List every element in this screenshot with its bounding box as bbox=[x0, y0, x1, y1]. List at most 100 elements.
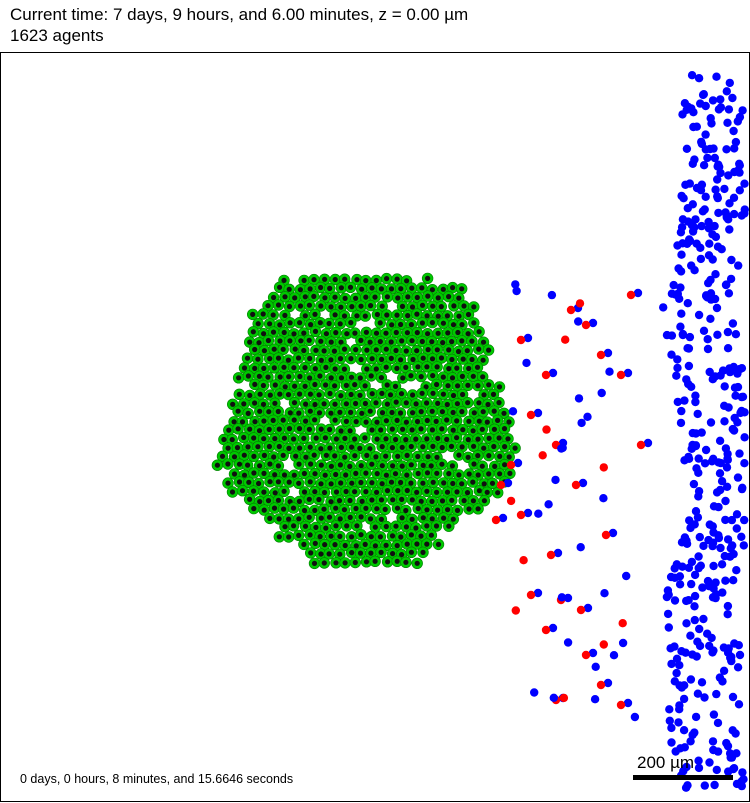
tumor-cell bbox=[269, 379, 281, 391]
tumor-cell-nucleus bbox=[247, 496, 253, 502]
tumor-cell bbox=[293, 529, 305, 542]
immune-cell-blue bbox=[738, 106, 747, 115]
tumor-cell-nucleus bbox=[456, 452, 462, 458]
tumor-cell-nucleus bbox=[410, 356, 416, 363]
tumor-cell bbox=[278, 485, 290, 497]
immune-cell-blue bbox=[707, 457, 717, 466]
tumor-cell-nucleus bbox=[492, 463, 498, 469]
tumor-cell-nucleus bbox=[435, 400, 441, 406]
tumor-cell-nucleus bbox=[459, 409, 465, 415]
tumor-cell-nucleus bbox=[229, 489, 236, 495]
immune-cell-blue bbox=[673, 355, 682, 364]
tumor-cell-nucleus bbox=[372, 558, 378, 564]
tumor-cell-nucleus bbox=[306, 337, 312, 343]
tumor-cell-nucleus bbox=[404, 330, 410, 336]
immune-cell-blue bbox=[715, 673, 725, 682]
tumor-cell-nucleus bbox=[420, 444, 426, 450]
immune-cell-blue bbox=[740, 433, 749, 442]
tumor-cell-nucleus bbox=[486, 382, 492, 388]
immune-cell-blue bbox=[669, 280, 678, 290]
tumor-cell bbox=[369, 521, 381, 533]
tumor-cell-nucleus bbox=[389, 322, 395, 328]
tumor-cell-nucleus bbox=[358, 337, 364, 343]
tumor-cell-nucleus bbox=[333, 489, 340, 495]
tumor-cell bbox=[247, 308, 259, 321]
tumor-cell-nucleus bbox=[316, 496, 322, 503]
tumor-cell-nucleus bbox=[275, 302, 282, 308]
tumor-cell bbox=[287, 433, 300, 445]
tumor-cell-nucleus bbox=[363, 489, 369, 495]
tumor-cell bbox=[283, 371, 295, 383]
immune-cell-blue bbox=[730, 383, 740, 392]
tumor-cell-nucleus bbox=[409, 516, 415, 522]
tumor-cell-nucleus bbox=[409, 304, 416, 310]
immune-cell-red bbox=[581, 650, 591, 660]
tumor-cell-nucleus bbox=[333, 436, 339, 442]
tumor-cell bbox=[416, 335, 428, 348]
tumor-cell bbox=[412, 450, 424, 463]
tumor-cell-nucleus bbox=[420, 549, 426, 555]
tumor-cell-nucleus bbox=[379, 444, 385, 450]
immune-cell-blue bbox=[662, 330, 672, 340]
immune-cell-blue bbox=[694, 492, 703, 501]
tumor-cell bbox=[390, 396, 402, 408]
tumor-cell-nucleus bbox=[455, 329, 461, 336]
tumor-cell-nucleus bbox=[333, 523, 339, 529]
immune-cell-blue bbox=[684, 454, 694, 463]
tumor-cell-nucleus bbox=[419, 302, 426, 308]
tumor-cell bbox=[471, 361, 484, 373]
tumor-cell-nucleus bbox=[424, 400, 430, 406]
immune-cell-blue bbox=[553, 548, 563, 558]
tumor-cell-nucleus bbox=[438, 304, 444, 310]
tumor-cell bbox=[360, 502, 372, 514]
tumor-cell bbox=[341, 328, 353, 340]
tumor-cell-nucleus bbox=[435, 330, 441, 336]
immune-cell bbox=[559, 693, 569, 703]
tumor-cell bbox=[344, 281, 357, 294]
tumor-cell-nucleus bbox=[332, 417, 338, 423]
tumor-cell-nucleus bbox=[393, 329, 399, 336]
tumor-cell bbox=[349, 378, 361, 391]
tumor-cell bbox=[427, 476, 439, 488]
tumor-cell bbox=[380, 415, 393, 427]
immune-cell-blue bbox=[722, 280, 731, 289]
tumor-cell bbox=[328, 345, 341, 357]
tumor-cell-nucleus bbox=[454, 365, 460, 371]
tumor-cell-nucleus bbox=[338, 339, 344, 345]
tumor-cell-nucleus bbox=[275, 408, 281, 415]
tumor-cell-nucleus bbox=[338, 480, 344, 486]
immune-cell-blue bbox=[729, 209, 739, 219]
tumor-cell-nucleus bbox=[450, 392, 457, 399]
tumor-cell-nucleus bbox=[333, 330, 339, 336]
tumor-cell-nucleus bbox=[302, 383, 308, 389]
tumor-cell bbox=[356, 407, 368, 419]
immune-cell-blue bbox=[608, 528, 618, 538]
tumor-cell-nucleus bbox=[450, 427, 456, 433]
immune-cell-blue bbox=[678, 330, 688, 340]
tumor-cell-nucleus bbox=[285, 392, 292, 398]
tumor-cell-nucleus bbox=[338, 393, 344, 399]
tumor-cell bbox=[340, 485, 352, 498]
tumor-cell bbox=[299, 380, 311, 392]
tumor-cell-nucleus bbox=[496, 384, 503, 390]
tumor-cell-nucleus bbox=[449, 463, 455, 469]
tumor-cell-nucleus bbox=[296, 498, 302, 504]
tumor-cell bbox=[298, 538, 310, 551]
tumor-cell-nucleus bbox=[257, 391, 263, 397]
tumor-cell-nucleus bbox=[409, 285, 415, 291]
tumor-cell-nucleus bbox=[285, 357, 291, 363]
tumor-cell-nucleus bbox=[429, 320, 435, 326]
tumor-cell-nucleus bbox=[415, 364, 421, 370]
tumor-cell bbox=[351, 520, 363, 532]
tumor-cell bbox=[443, 362, 455, 375]
tumor-cell bbox=[262, 334, 275, 347]
tumor-cell-nucleus bbox=[328, 339, 334, 345]
tumor-cell-nucleus bbox=[354, 523, 360, 529]
immune-cell-blue bbox=[700, 205, 709, 214]
tumor-cell-nucleus bbox=[295, 355, 302, 361]
tumor-cell bbox=[324, 282, 336, 295]
tumor-cell-nucleus bbox=[322, 276, 328, 282]
tumor-cell-nucleus bbox=[348, 356, 354, 362]
tumor-cell-nucleus bbox=[460, 391, 466, 398]
tumor-cell bbox=[391, 273, 403, 285]
